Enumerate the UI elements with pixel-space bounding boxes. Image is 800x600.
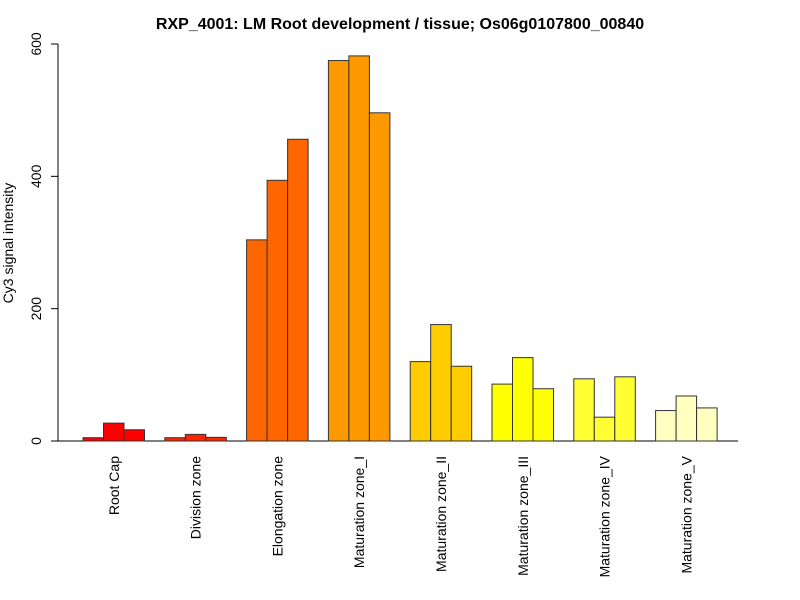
bar (287, 138, 309, 442)
bar (205, 436, 227, 442)
x-category-label: Root Cap (106, 456, 122, 515)
y-axis: 0 200 400 600 (28, 32, 59, 445)
bar (675, 395, 698, 442)
y-axis-label: Cy3 signal intensity (0, 183, 16, 304)
y-tick-label: 200 (28, 297, 44, 321)
x-category-label: Maturation zone_IV (597, 455, 613, 577)
bar-group (491, 357, 554, 442)
bar (123, 429, 145, 442)
bar (593, 416, 616, 442)
x-category-label: Maturation zone_V (678, 455, 694, 573)
bar (491, 383, 513, 442)
y-tick-label: 400 (28, 164, 44, 188)
bar (103, 422, 125, 442)
bar (512, 357, 534, 442)
bar-group (327, 55, 391, 442)
y-tick-label: 0 (28, 437, 44, 445)
category-labels: Root Cap Division zone Elongation zone Matu… (106, 455, 695, 577)
bar (246, 239, 268, 442)
bar (409, 361, 432, 442)
bar (184, 433, 207, 442)
bar (164, 437, 186, 442)
y-tick-label: 600 (28, 32, 44, 56)
bar (696, 407, 718, 442)
bar (655, 410, 677, 442)
bars (82, 55, 718, 442)
bar (266, 179, 289, 442)
bar-group (164, 433, 227, 442)
bar (327, 60, 350, 442)
x-category-label: Division zone (188, 456, 204, 539)
bar-group (409, 324, 473, 442)
x-category-label: Maturation zone_II (433, 456, 449, 572)
x-category-label: Maturation zone_III (515, 456, 531, 576)
bar-group (82, 422, 145, 442)
bar (82, 437, 104, 442)
bar (573, 378, 595, 442)
bar (450, 365, 473, 442)
bar-group (655, 395, 718, 442)
chart-title: RXP_4001: LM Root development / tissue; … (156, 16, 644, 33)
bar-group (246, 138, 309, 442)
bar (614, 376, 636, 442)
x-category-label: Elongation zone (269, 456, 285, 557)
bar (532, 388, 554, 442)
bar (430, 324, 452, 442)
bar (368, 112, 391, 442)
bar-group (573, 376, 636, 442)
bar (348, 55, 370, 442)
x-category-label: Maturation zone_I (351, 456, 367, 568)
